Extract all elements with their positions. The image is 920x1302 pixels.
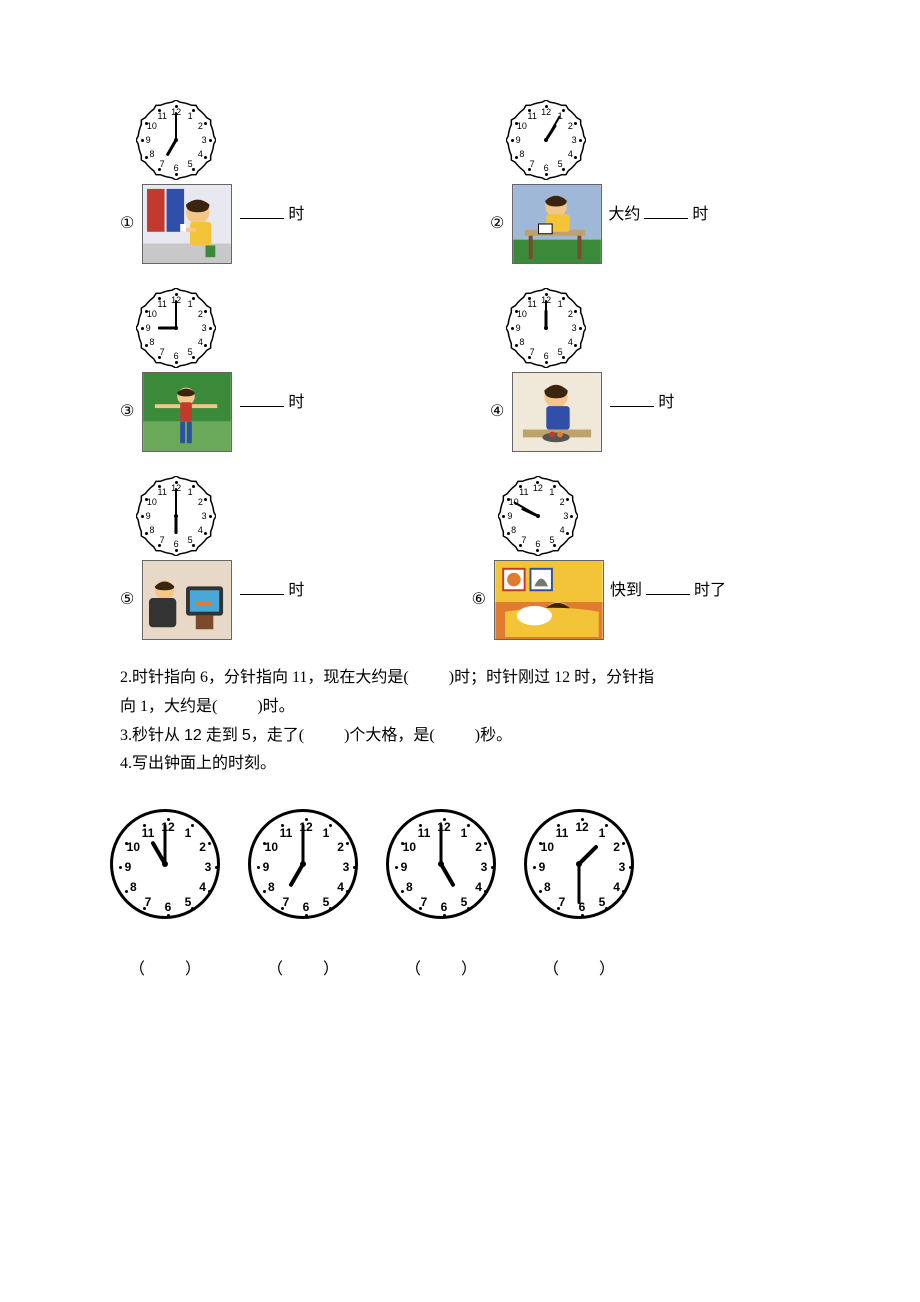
paren-open: （ [129,961,145,978]
q4-clock-row: 123456789101112 123456789101112 12345678… [110,809,800,919]
question-1-grid: 123456789101112 ① [120,100,820,640]
q2-text: )时。 [257,698,294,715]
q4-title: 写出钟面上的时刻。 [132,755,276,772]
q4-clock-1: 123456789101112 [110,809,220,919]
q4-answer-row: （ ） （ ） （ ） （ ） [110,955,800,979]
q1-item-5: 123456789101112 ⑤ [120,476,432,640]
unit-label: 时了 [694,576,726,600]
scene-brushing-teeth [142,184,232,264]
q3-text: ，走了( [251,727,304,744]
scene-sleeping [494,560,604,640]
q3-num: 5 [242,727,251,744]
q1-item-1: 123456789101112 ① [120,100,450,264]
q3-label: 3. [120,727,132,744]
q4-label: 4. [120,755,132,772]
clock-5: 123456789101112 [136,476,216,556]
q2-label: 2. [120,669,132,686]
q1-item-6: 123456789101112 ⑥ [472,476,820,640]
q1-item-3: 123456789101112 ③ [120,288,450,452]
q1-item-2: 123456789101112 ② [490,100,820,264]
scene-watching-tv [142,560,232,640]
scene-exercising [142,372,232,452]
scene-eating [512,372,602,452]
unit-label: 时 [288,576,304,600]
blank-input[interactable] [240,406,284,407]
item-number: ⑤ [120,592,134,608]
question-2: 2.时针指向 6，分针指向 11，现在大约是()时；时针刚过 12 时，分针指 … [120,664,800,722]
scene-studying [512,184,602,264]
prefix-label: 大约 [608,200,640,224]
q4-clock-2: 123456789101112 [248,809,358,919]
blank-input[interactable] [646,594,690,595]
item-number: ② [490,216,504,232]
blank-input[interactable] [240,218,284,219]
q3-text: 走到 [202,727,242,744]
paren-close: ） [461,961,477,978]
q3-text: )个大格，是( [344,727,435,744]
clock-2: 123456789101112 [506,100,586,180]
q2-text: 向 1，大约是( [120,698,217,715]
q4-clock-4: 123456789101112 [524,809,634,919]
q3-text: 秒针从 [132,727,180,744]
q3-num: 12 [184,727,202,744]
item-number: ① [120,216,134,232]
paren-close: ） [599,961,615,978]
question-3: 3.秒针从 12 走到 5，走了( )个大格，是( )秒。 [120,722,800,751]
clock-6: 123456789101112 [498,476,578,556]
paren-close: ） [323,961,339,978]
blank-input[interactable] [644,218,688,219]
unit-label: 时 [288,200,304,224]
q2-text: 时针指向 6，分针指向 11，现在大约是( [132,669,409,686]
q1-item-4: 123456789101112 ④ [490,288,820,452]
clock-3: 123456789101112 [136,288,216,368]
question-4: 4.写出钟面上的时刻。 [120,750,800,779]
q3-text: )秒。 [475,727,512,744]
item-number: ⑥ [472,592,486,608]
q2-text: )时；时针刚过 12 时，分针指 [449,669,654,686]
item-number: ③ [120,404,134,420]
paren-open: （ [267,961,283,978]
paren-close: ） [185,961,201,978]
q4-clock-3: 123456789101112 [386,809,496,919]
paren-open: （ [543,961,559,978]
unit-label: 时 [692,200,708,224]
prefix-label: 快到 [610,576,642,600]
clock-1: 123456789101112 [136,100,216,180]
unit-label: 时 [288,388,304,412]
blank-input[interactable] [610,406,654,407]
paren-open: （ [405,961,421,978]
item-number: ④ [490,404,504,420]
blank-input[interactable] [240,594,284,595]
unit-label: 时 [658,388,674,412]
clock-4: 123456789101112 [506,288,586,368]
